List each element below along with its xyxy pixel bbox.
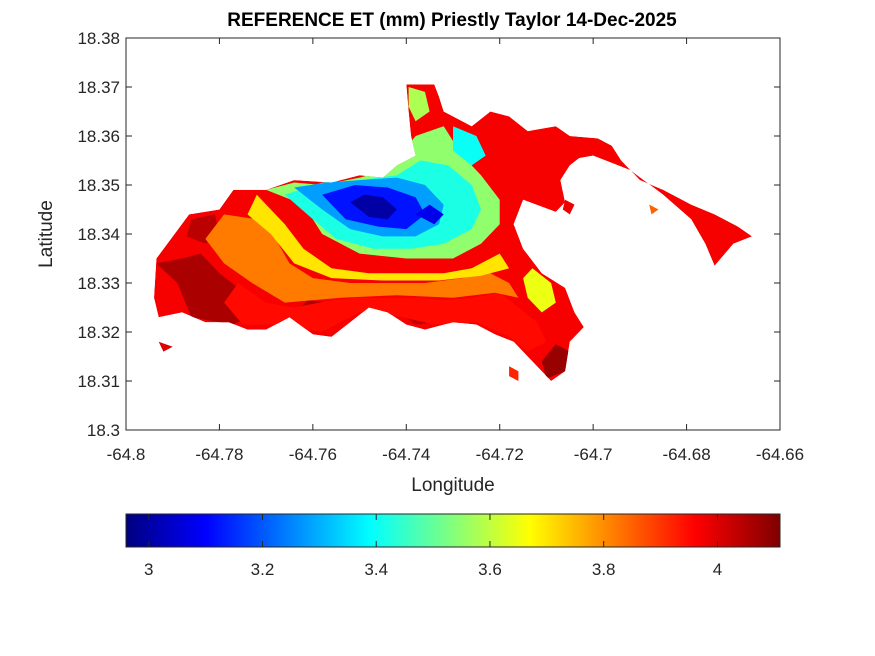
y-tick-label: 18.32 xyxy=(77,323,120,342)
y-axis-ticks: 18.3 18.31 18.32 18.33 18.34 18.35 18.36 18.37 1… xyxy=(77,29,780,440)
colorbar: 3 3.2 3.4 3.6 3.8 4 xyxy=(125,513,781,579)
islet-3 xyxy=(158,341,173,352)
x-tick-label: -64.8 xyxy=(107,445,146,464)
islet-0 xyxy=(509,366,519,381)
colorbar-tick-label: 3.8 xyxy=(592,560,616,579)
x-tick-label: -64.78 xyxy=(195,445,243,464)
colorbar-tick-label: 3.2 xyxy=(251,560,275,579)
y-tick-label: 18.31 xyxy=(77,372,120,391)
colorbar-tick-label: 3.4 xyxy=(364,560,388,579)
x-axis-label: Longitude xyxy=(411,475,494,496)
contour-zone-0 xyxy=(156,253,248,325)
islets xyxy=(158,199,659,381)
y-tick-label: 18.35 xyxy=(77,176,120,195)
colorbar-tick-label: 4 xyxy=(713,560,722,579)
contour-zone-10 xyxy=(408,87,430,122)
islet-2 xyxy=(649,204,659,215)
y-tick-label: 18.33 xyxy=(77,274,120,293)
x-tick-label: -64.68 xyxy=(662,445,710,464)
y-tick-label: 18.34 xyxy=(77,225,120,244)
colorbar-tick-label: 3 xyxy=(144,560,153,579)
contour-zone-12 xyxy=(453,126,486,166)
islet-1 xyxy=(562,199,575,215)
x-tick-label: -64.7 xyxy=(574,445,613,464)
x-tick-label: -64.66 xyxy=(756,445,804,464)
contour-zone-16 xyxy=(415,204,444,225)
contour-zone-4 xyxy=(541,344,570,379)
x-tick-label: -64.74 xyxy=(382,445,430,464)
chart-title: REFERENCE ET (mm) Priestly Taylor 14-Dec… xyxy=(227,10,677,31)
y-tick-label: 18.38 xyxy=(77,29,120,48)
contour-zone-5 xyxy=(224,283,547,352)
colorbar-gradient xyxy=(125,513,781,548)
y-tick-label: 18.36 xyxy=(77,127,120,146)
map-plot-area xyxy=(125,37,781,431)
x-axis-ticks: -64.8 -64.78 -64.76 -64.74 -64.72 -64.7 -64.68… xyxy=(107,38,804,464)
land-surface xyxy=(154,84,752,381)
contour-zone-6 xyxy=(205,214,519,303)
x-tick-label: -64.72 xyxy=(476,445,524,464)
x-tick-label: -64.76 xyxy=(289,445,337,464)
y-tick-label: 18.3 xyxy=(87,421,120,440)
y-tick-label: 18.37 xyxy=(77,78,120,97)
colorbar-ticks: 3 3.2 3.4 3.6 3.8 4 xyxy=(144,514,722,579)
contour-zone-8 xyxy=(523,268,556,313)
colorbar-tick-label: 3.6 xyxy=(478,560,502,579)
contour-zone-15 xyxy=(350,194,397,220)
contour-zone-7 xyxy=(247,194,510,281)
y-axis-label: Latitude xyxy=(36,200,57,268)
